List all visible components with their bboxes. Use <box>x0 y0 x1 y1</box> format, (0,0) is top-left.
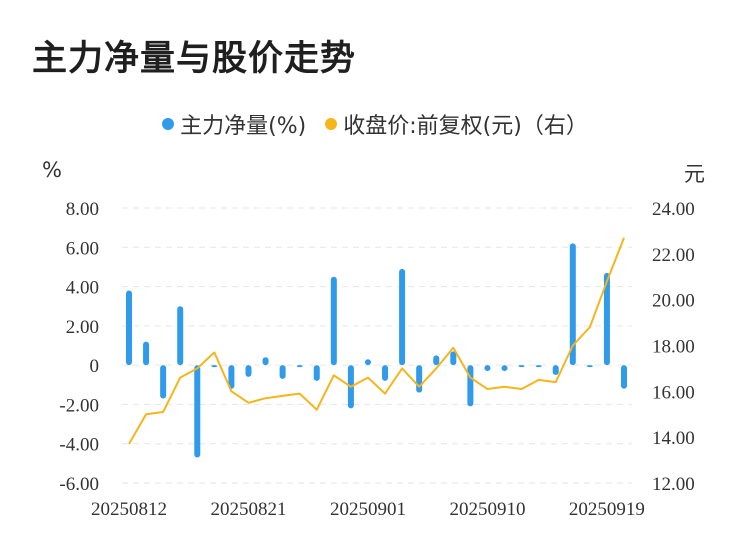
net-flow-bar <box>245 365 252 377</box>
net-flow-bar <box>364 359 371 366</box>
x-tick-label: 20250901 <box>330 499 406 520</box>
y-left-tick-label: -4.00 <box>59 435 99 456</box>
net-flow-bar <box>313 365 320 381</box>
net-flow-bar <box>569 243 576 366</box>
net-flow-bar <box>228 365 235 389</box>
x-tick-label: 20250812 <box>91 499 167 520</box>
y-right-tick-label: 18.00 <box>652 337 695 358</box>
legend: 主力净量(%) 收盘价:前复权(元)（右） <box>0 108 750 140</box>
legend-item-net-flow[interactable]: 主力净量(%) <box>162 108 306 140</box>
legend-dot-icon <box>325 118 338 130</box>
left-axis-unit: % <box>42 158 62 182</box>
net-flow-bar <box>535 365 542 368</box>
y-left-tick-label: 4.00 <box>66 278 99 299</box>
legend-label-net-flow: 主力净量(%) <box>180 114 307 139</box>
x-tick-label: 20250821 <box>210 499 286 520</box>
legend-dot-icon <box>162 118 175 130</box>
close-price-line <box>128 237 625 445</box>
net-flow-bar <box>279 365 286 379</box>
net-flow-bar <box>194 365 201 458</box>
net-flow-bar <box>296 365 303 368</box>
net-flow-bar <box>484 365 491 372</box>
net-flow-bar <box>518 365 525 368</box>
y-right-tick-label: 16.00 <box>652 382 695 403</box>
y-right-tick-label: 12.00 <box>652 474 695 495</box>
net-flow-bar <box>177 306 184 366</box>
net-flow-bar <box>143 341 150 366</box>
net-flow-bar <box>603 272 610 366</box>
y-right-tick-label: 20.00 <box>652 291 695 312</box>
net-flow-bar <box>621 365 627 389</box>
y-left-tick-label: 8.00 <box>66 199 99 220</box>
legend-item-close-price[interactable]: 收盘价:前复权(元)（右） <box>325 108 588 140</box>
net-flow-bar <box>416 365 423 393</box>
y-left-tick-label: 6.00 <box>66 238 99 259</box>
y-left-tick-label: -2.00 <box>59 395 99 416</box>
net-flow-bar <box>160 365 167 399</box>
net-flow-bar <box>382 365 389 381</box>
chart-title: 主力净量与股价走势 <box>32 39 357 79</box>
net-flow-bar <box>467 365 474 407</box>
net-flow-bar <box>586 365 593 368</box>
y-left-tick-label: -6.00 <box>59 474 99 495</box>
net-flow-bar <box>433 355 440 366</box>
y-left-tick-label: 2.00 <box>66 317 99 338</box>
net-flow-bar <box>552 365 559 375</box>
net-flow-bar <box>126 290 132 366</box>
net-flow-bar <box>450 351 457 366</box>
net-flow-bar <box>501 365 508 372</box>
net-flow-bar <box>399 268 406 366</box>
right-axis-unit: 元 <box>684 162 705 186</box>
net-flow-bar <box>211 365 218 368</box>
y-left-tick-label: 0 <box>90 356 100 377</box>
net-flow-bar <box>262 357 269 366</box>
x-tick-label: 20250910 <box>449 499 525 520</box>
net-flow-bar <box>330 276 337 366</box>
y-right-tick-label: 14.00 <box>652 428 695 449</box>
y-right-tick-label: 24.00 <box>652 199 695 220</box>
x-tick-label: 20250919 <box>569 499 645 520</box>
y-right-tick-label: 22.00 <box>652 245 695 266</box>
legend-label-close-price: 收盘价:前复权(元)（右） <box>343 114 588 139</box>
